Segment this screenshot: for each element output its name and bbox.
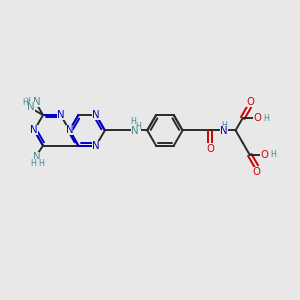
Text: H: H <box>30 159 36 168</box>
Text: N: N <box>92 141 100 151</box>
Text: N: N <box>220 126 228 136</box>
Text: H: H <box>25 97 31 106</box>
Text: O: O <box>206 143 214 154</box>
Text: N: N <box>57 110 64 120</box>
Text: N: N <box>27 102 35 112</box>
Text: H: H <box>135 122 141 131</box>
Text: N: N <box>30 125 38 135</box>
Text: N: N <box>66 125 73 135</box>
Text: H: H <box>221 121 227 130</box>
Text: N: N <box>131 126 139 136</box>
Text: H: H <box>263 114 268 123</box>
Text: H: H <box>270 150 276 159</box>
Text: H: H <box>22 98 28 107</box>
Text: N: N <box>33 97 40 106</box>
Text: O: O <box>253 113 261 123</box>
Text: O: O <box>252 167 260 177</box>
Text: H: H <box>38 159 44 168</box>
Text: O: O <box>246 97 254 107</box>
Text: H: H <box>130 117 136 126</box>
Text: N: N <box>92 110 100 120</box>
Text: N: N <box>33 152 41 162</box>
Text: O: O <box>260 150 268 160</box>
